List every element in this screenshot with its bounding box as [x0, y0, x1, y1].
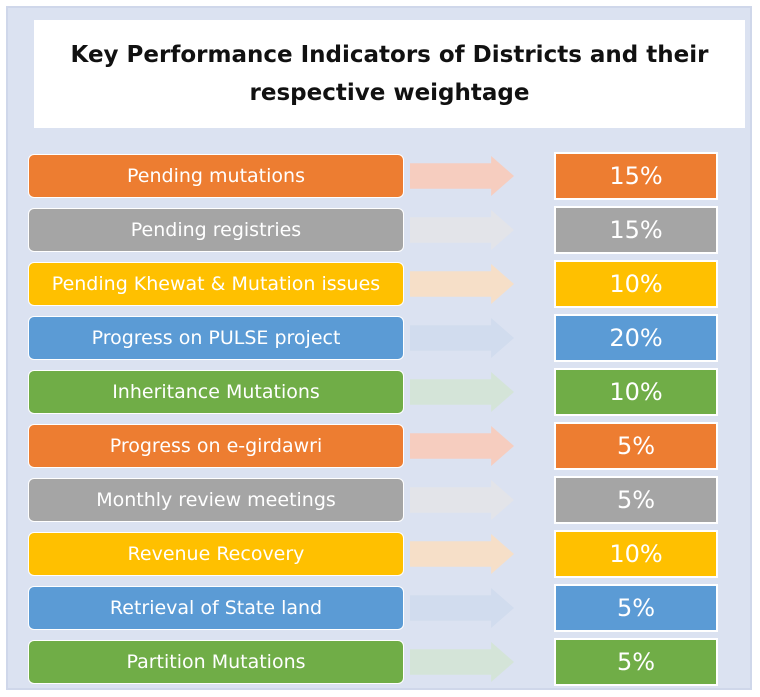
kpi-weightage: 15%: [554, 206, 718, 254]
kpi-row: Retrieval of State land 5%: [0, 584, 760, 632]
arrow-right-icon: [410, 642, 514, 682]
kpi-weightage: 10%: [554, 260, 718, 308]
arrow-right-icon: [410, 372, 514, 412]
kpi-label: Progress on PULSE project: [28, 316, 404, 360]
kpi-row: Pending mutations 15%: [0, 152, 760, 200]
kpi-label: Inheritance Mutations: [28, 370, 404, 414]
kpi-label: Revenue Recovery: [28, 532, 404, 576]
arrow-right-icon: [410, 588, 514, 628]
kpi-label: Pending mutations: [28, 154, 404, 198]
title-box: Key Performance Indicators of Districts …: [34, 20, 745, 128]
arrow-right-icon: [410, 210, 514, 250]
kpi-row: Partition Mutations 5%: [0, 638, 760, 686]
kpi-row: Inheritance Mutations 10%: [0, 368, 760, 416]
kpi-row: Pending registries 15%: [0, 206, 760, 254]
kpi-weightage: 10%: [554, 530, 718, 578]
arrow-right-icon: [410, 318, 514, 358]
kpi-row: Progress on PULSE project 20%: [0, 314, 760, 362]
kpi-weightage: 5%: [554, 638, 718, 686]
arrow-right-icon: [410, 480, 514, 520]
kpi-row: Pending Khewat & Mutation issues 10%: [0, 260, 760, 308]
kpi-weightage: 5%: [554, 476, 718, 524]
arrow-right-icon: [410, 156, 514, 196]
kpi-weightage: 15%: [554, 152, 718, 200]
kpi-row: Monthly review meetings 5%: [0, 476, 760, 524]
kpi-weightage: 10%: [554, 368, 718, 416]
arrow-right-icon: [410, 264, 514, 304]
kpi-label: Partition Mutations: [28, 640, 404, 684]
kpi-label: Pending registries: [28, 208, 404, 252]
kpi-label: Pending Khewat & Mutation issues: [28, 262, 404, 306]
kpi-weightage: 5%: [554, 422, 718, 470]
kpi-row: Revenue Recovery 10%: [0, 530, 760, 578]
kpi-weightage: 20%: [554, 314, 718, 362]
kpi-row: Progress on e-girdawri 5%: [0, 422, 760, 470]
page-title: Key Performance Indicators of Districts …: [70, 42, 709, 106]
kpi-label: Retrieval of State land: [28, 586, 404, 630]
kpi-label: Progress on e-girdawri: [28, 424, 404, 468]
kpi-label: Monthly review meetings: [28, 478, 404, 522]
arrow-right-icon: [410, 426, 514, 466]
arrow-right-icon: [410, 534, 514, 574]
kpi-weightage: 5%: [554, 584, 718, 632]
